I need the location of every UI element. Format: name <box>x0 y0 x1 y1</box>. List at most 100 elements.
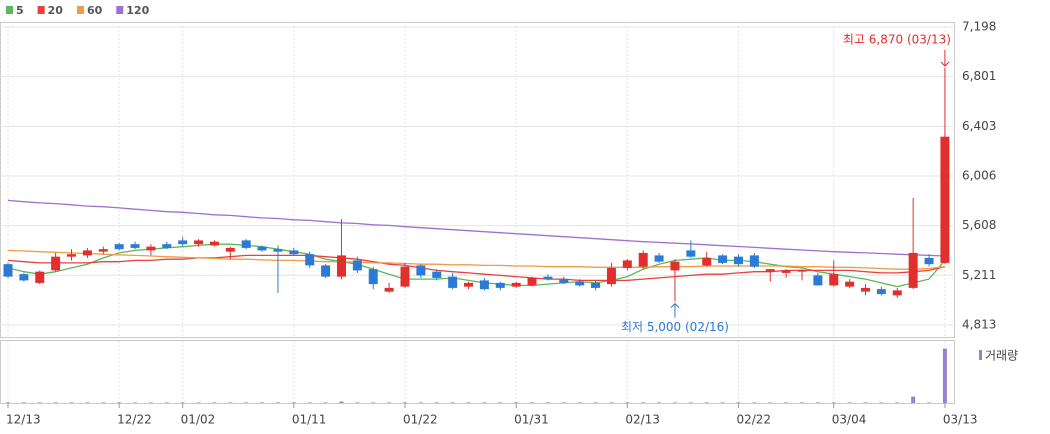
volume-bar <box>260 402 265 403</box>
candle-body <box>924 257 934 265</box>
volume-bar <box>911 396 916 403</box>
volume-bar <box>387 402 392 403</box>
candle-body <box>384 287 394 292</box>
volume-bar <box>307 402 312 403</box>
candle-body <box>638 252 648 267</box>
x-tick-label: 12/22 <box>117 413 152 427</box>
volume-bar <box>895 402 900 403</box>
marks <box>3 67 950 403</box>
volume-bar <box>514 402 519 403</box>
candle-body <box>368 269 378 285</box>
candle-body <box>797 270 807 272</box>
x-tick-label: 01/02 <box>181 413 216 427</box>
annotation-high: 최고 6,870 (03/13) <box>843 32 951 46</box>
labels: 4,813 5,211 5,608 6,006 6,403 6,801 7,198 12/13… <box>6 4 1018 427</box>
volume-bar <box>418 402 423 403</box>
candle-body <box>3 264 13 277</box>
volume-bar <box>244 402 249 403</box>
x-tick-label: 01/11 <box>292 413 327 427</box>
x-tick-label: 12/13 <box>6 413 41 427</box>
volume-bar <box>815 402 820 403</box>
volume-bar <box>942 348 947 403</box>
volume-bar <box>355 402 360 403</box>
candle-body <box>749 255 759 267</box>
annotation-low: 최저 5,000 (02/16) <box>621 320 729 334</box>
volume-bar <box>720 402 725 403</box>
legend-swatch <box>37 6 45 14</box>
volume-bar <box>403 402 407 403</box>
volume-bar <box>847 402 852 403</box>
volume-bar <box>212 402 217 403</box>
volume-bar <box>482 402 487 403</box>
volume-bar <box>85 402 90 403</box>
volume-bar <box>37 402 42 403</box>
volume-bar <box>752 402 757 403</box>
volume-bar <box>6 402 10 403</box>
volume-bar <box>196 402 201 403</box>
candle-body <box>178 240 188 245</box>
candle-body <box>622 260 632 268</box>
x-tick-label: 03/04 <box>832 413 867 427</box>
volume-bar <box>545 402 550 403</box>
volume-bar <box>657 402 662 403</box>
candle-body <box>829 274 839 286</box>
price-panel <box>0 22 955 338</box>
volume-bar <box>450 402 455 403</box>
candle-body <box>511 282 521 287</box>
ma-line <box>7 254 946 282</box>
volume-bar <box>21 402 26 403</box>
legend-label: 거래량 <box>985 349 1018 363</box>
candle-body <box>654 255 664 262</box>
legend-label: 5 <box>16 4 24 17</box>
ma-line <box>7 243 946 288</box>
volume-bar <box>704 402 709 403</box>
candle-body <box>67 254 77 257</box>
legend-label: 60 <box>87 4 103 17</box>
volume-bar <box>736 402 741 403</box>
y-tick-label: 6,403 <box>962 119 996 133</box>
volume-bar <box>577 402 582 403</box>
volume-bar <box>609 402 614 403</box>
volume-bar <box>768 402 773 403</box>
volume-bar <box>784 402 789 403</box>
y-tick-label: 6,801 <box>962 69 996 83</box>
candle-body <box>209 241 219 246</box>
x-tick-label: 03/13 <box>943 413 978 427</box>
volume-bar <box>117 402 122 403</box>
volume-bar <box>339 401 344 403</box>
volume-bar <box>831 402 836 403</box>
candle-body <box>289 250 299 255</box>
candle-body <box>273 249 283 252</box>
volume-bar <box>291 402 296 403</box>
volume-bar <box>275 402 280 403</box>
candle-body <box>19 274 29 281</box>
volume-bar <box>228 402 233 403</box>
x-tick-label: 02/13 <box>625 413 660 427</box>
candle-body <box>733 256 743 265</box>
candle-body <box>781 270 791 273</box>
candle-body <box>479 280 489 290</box>
candle-body <box>543 276 553 280</box>
grid <box>0 22 955 403</box>
candle-body <box>845 281 855 287</box>
candle-body <box>559 279 569 283</box>
candle-body <box>670 261 680 271</box>
volume-bar <box>69 402 74 403</box>
volume-bar <box>371 402 376 403</box>
candle-body <box>940 136 950 263</box>
candle-body <box>464 282 474 287</box>
candle-body <box>448 276 458 288</box>
volume-bar <box>466 402 471 403</box>
volume-bar <box>498 402 503 403</box>
ma-line <box>7 199 945 257</box>
volume-bar <box>927 402 932 403</box>
candle-body <box>765 269 775 272</box>
candle-body <box>130 244 140 248</box>
candle-body <box>495 282 505 288</box>
volume-bar <box>434 402 439 403</box>
volume-bar <box>593 402 598 403</box>
x-tick-label: 01/31 <box>514 413 549 427</box>
candle-body <box>241 240 251 248</box>
candle-body <box>527 277 537 286</box>
